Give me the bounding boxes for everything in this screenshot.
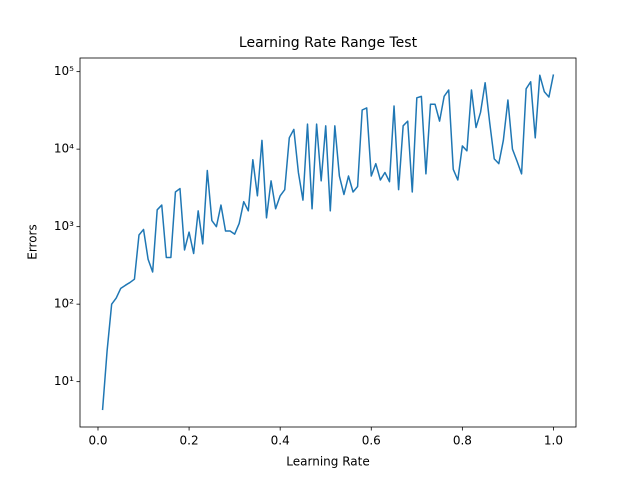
chart-title: Learning Rate Range Test [239,35,418,51]
x-tick-label: 0.0 [88,434,107,448]
x-tick-label: 0.8 [453,434,472,448]
x-tick-label: 0.6 [362,434,381,448]
data-line [101,74,555,411]
plot-frame [79,57,577,428]
y-tick-label: 10³ [54,219,74,233]
y-tick-label: 10⁵ [54,64,74,78]
y-tick-label: 10⁴ [54,142,74,156]
y-tick-label: 10² [54,297,74,311]
y-tick-label: 10¹ [54,374,74,388]
x-tick-label: 1.0 [544,434,563,448]
y-axis-label: Errors [26,224,40,260]
x-axis-label: Learning Rate [286,455,369,469]
x-tick-label: 0.4 [271,434,290,448]
x-tick-label: 0.2 [180,434,199,448]
